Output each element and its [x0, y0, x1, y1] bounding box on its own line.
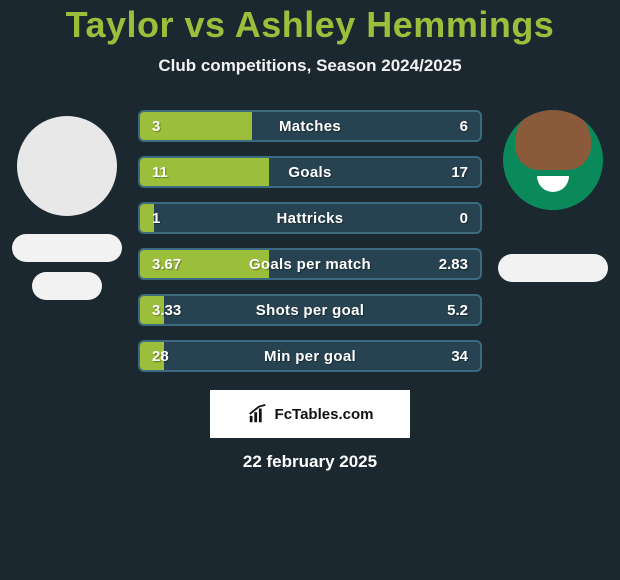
stat-values: 3.67 2.83 — [140, 250, 480, 278]
stat-left-value: 3 — [152, 118, 160, 135]
subtitle: Club competitions, Season 2024/2025 — [158, 56, 461, 76]
stat-right-value: 5.2 — [447, 302, 468, 319]
comparison-card: Taylor vs Ashley Hemmings Club competiti… — [0, 0, 620, 580]
left-player-avatar — [17, 116, 117, 216]
stat-row: 2834Min per goal — [138, 340, 482, 372]
page-title: Taylor vs Ashley Hemmings — [66, 4, 555, 46]
stat-values: 36 — [140, 112, 480, 140]
stat-values: 3.33 5.2 — [140, 296, 480, 324]
stat-left-value: 28 — [152, 348, 169, 365]
brand-text: FcTables.com — [275, 406, 374, 423]
stat-right-value: 0 — [460, 210, 468, 227]
stat-values: 10 — [140, 204, 480, 232]
date-text: 22 february 2025 — [243, 452, 377, 472]
stat-bars: 36Matches1117Goals10Hattricks3.672.83Goa… — [138, 110, 482, 372]
right-player-name — [498, 254, 608, 282]
stat-row: 3.335.2Shots per goal — [138, 294, 482, 326]
stat-row: 1117Goals — [138, 156, 482, 188]
chart-icon — [247, 403, 269, 425]
stat-right-value: 17 — [451, 164, 468, 181]
right-player-avatar — [503, 110, 603, 210]
right-player-column — [498, 110, 608, 282]
stat-right-value: 6 — [460, 118, 468, 135]
stat-values: 28 34 — [140, 342, 480, 370]
stat-row: 36Matches — [138, 110, 482, 142]
stat-row: 10Hattricks — [138, 202, 482, 234]
left-player-column — [12, 110, 122, 300]
stat-left-value: 11 — [152, 164, 168, 181]
comparison-body: 36Matches1117Goals10Hattricks3.672.83Goa… — [0, 110, 620, 372]
stat-right-value: 2.83 — [439, 256, 468, 273]
stat-right-value: 34 — [451, 348, 468, 365]
brand-badge: FcTables.com — [210, 390, 410, 438]
stat-left-value: 1 — [152, 210, 160, 227]
stat-values: 11 17 — [140, 158, 480, 186]
left-player-name-line1 — [12, 234, 122, 262]
stat-row: 3.672.83Goals per match — [138, 248, 482, 280]
stat-left-value: 3.33 — [152, 302, 181, 319]
left-player-name-line2 — [32, 272, 102, 300]
stat-left-value: 3.67 — [152, 256, 181, 273]
